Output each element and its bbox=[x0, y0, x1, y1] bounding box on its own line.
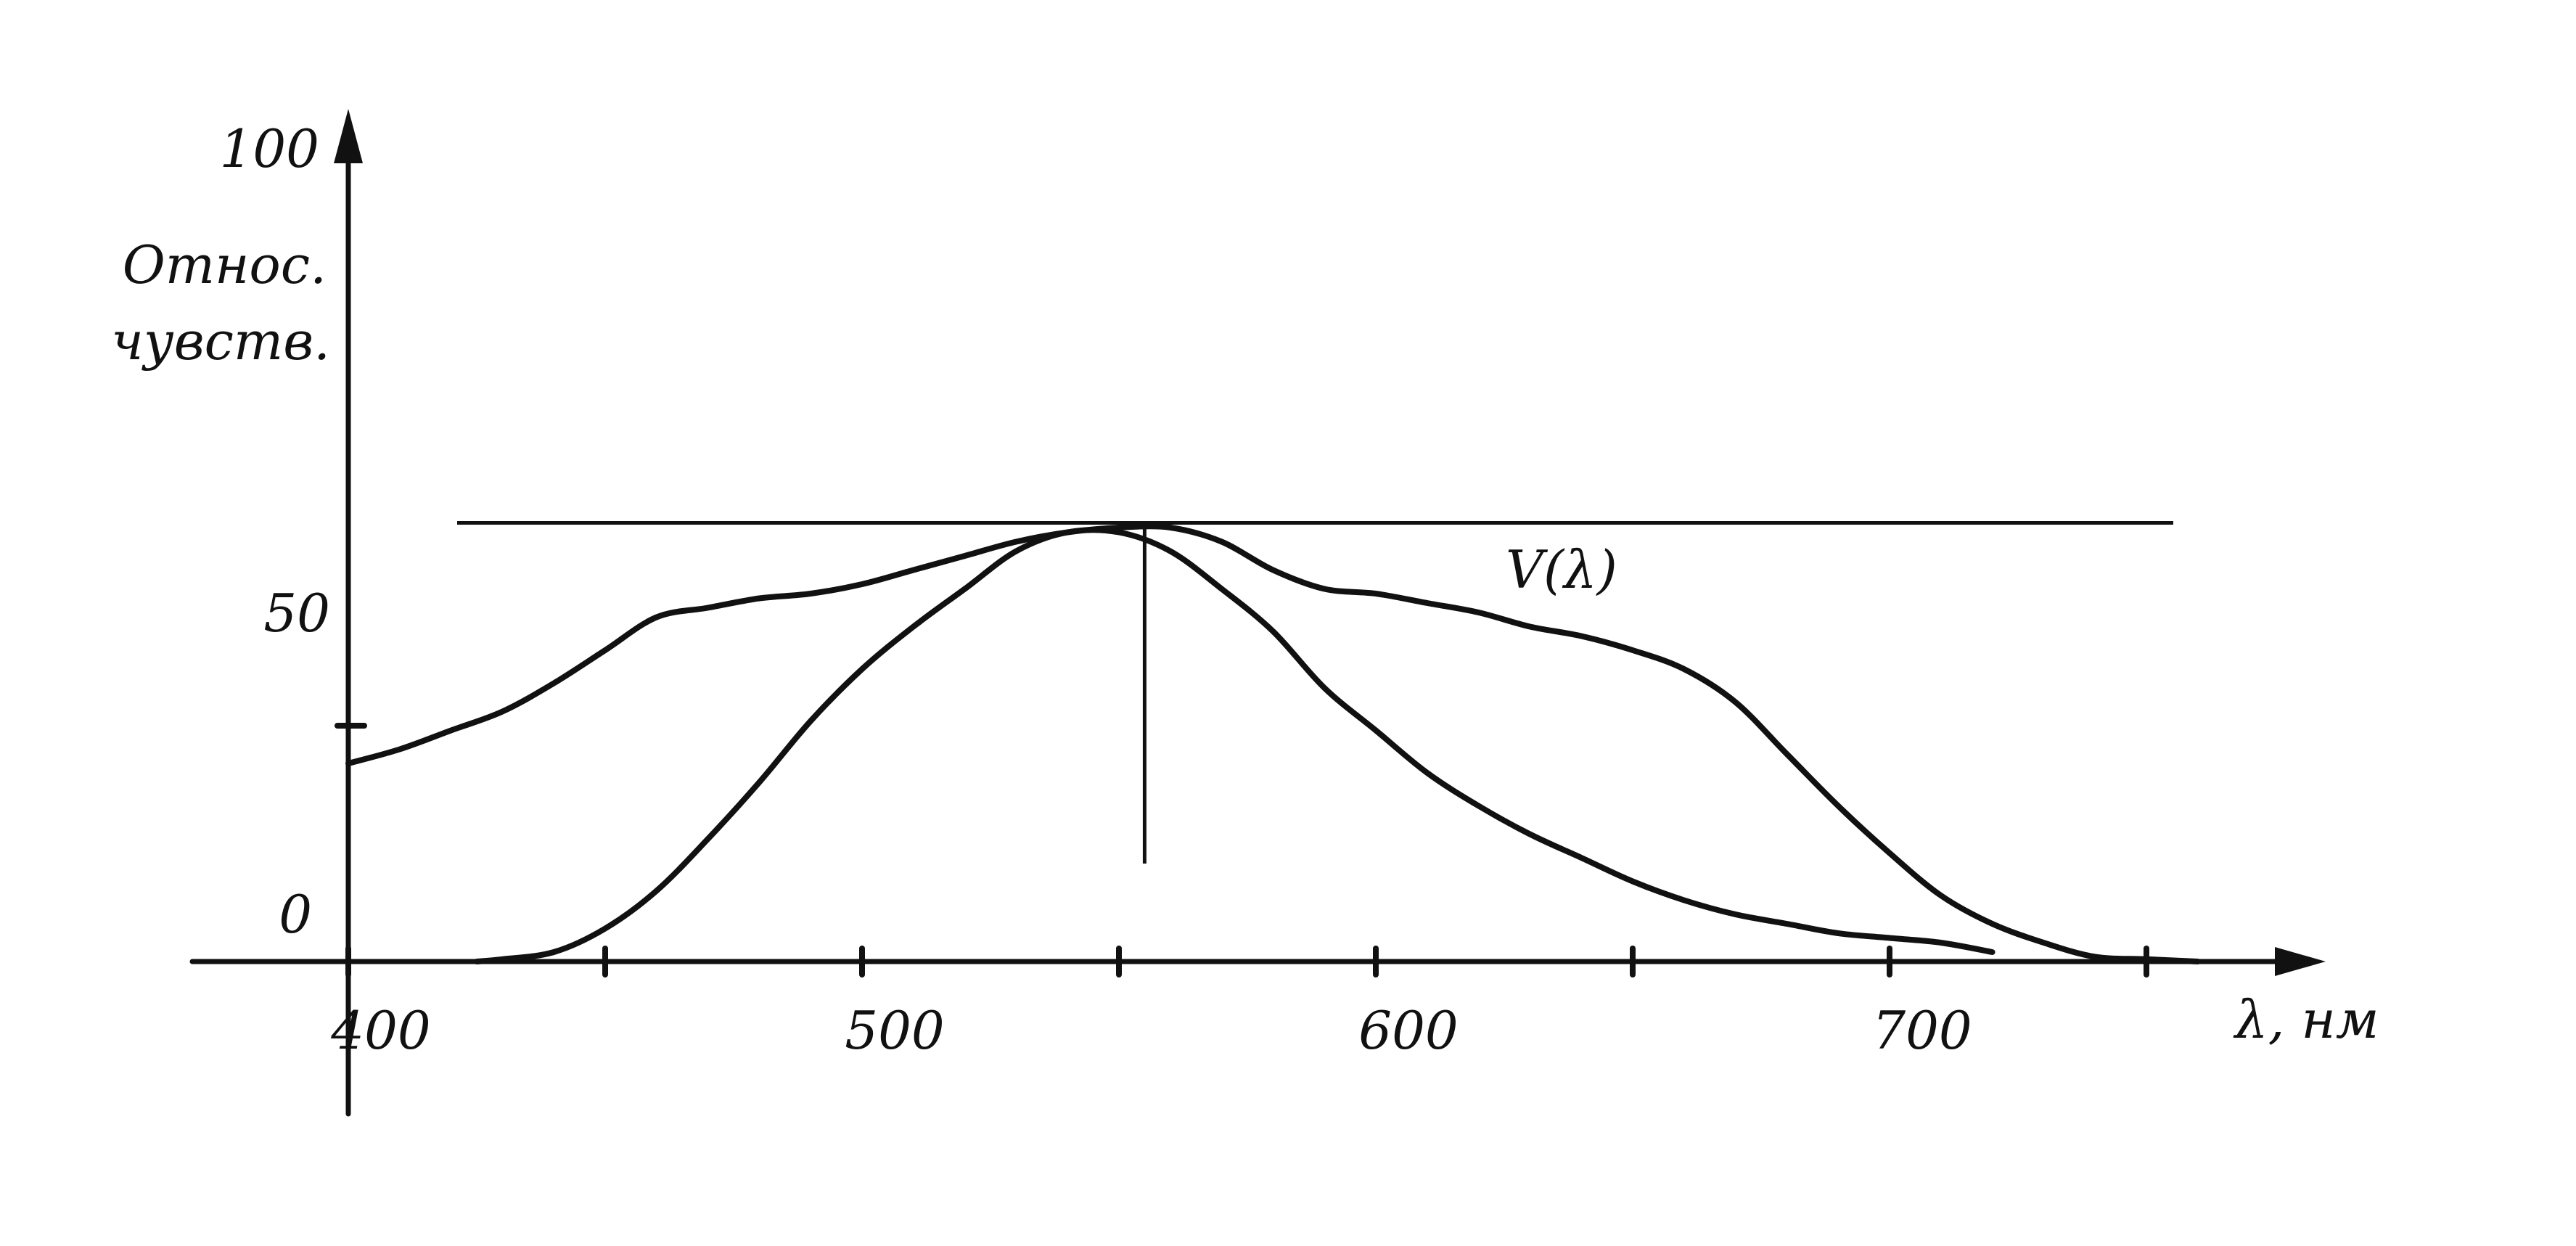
y-axis-title-line-2: чувств. bbox=[111, 311, 330, 372]
x-tick-label-700: 700 bbox=[1872, 1000, 1972, 1061]
series-wide-line bbox=[345, 523, 2201, 964]
y-tick-label-0: 0 bbox=[279, 884, 312, 945]
y-tick-label-50: 50 bbox=[263, 583, 330, 644]
x-axis-arrow bbox=[2275, 947, 2326, 976]
x-axis-title: λ, нм bbox=[2233, 989, 2379, 1050]
y-axis-title-line-1: Относ. bbox=[123, 234, 327, 295]
x-tick-label-400: 400 bbox=[330, 1000, 430, 1061]
y-tick-label-100: 100 bbox=[220, 118, 319, 179]
y-axis-arrow bbox=[334, 109, 363, 163]
x-tick-label-500: 500 bbox=[845, 1000, 944, 1061]
x-tick-label-600: 600 bbox=[1358, 1000, 1458, 1061]
curve-annotation: V(λ) bbox=[1506, 539, 1617, 600]
series-V-line bbox=[474, 527, 1995, 964]
